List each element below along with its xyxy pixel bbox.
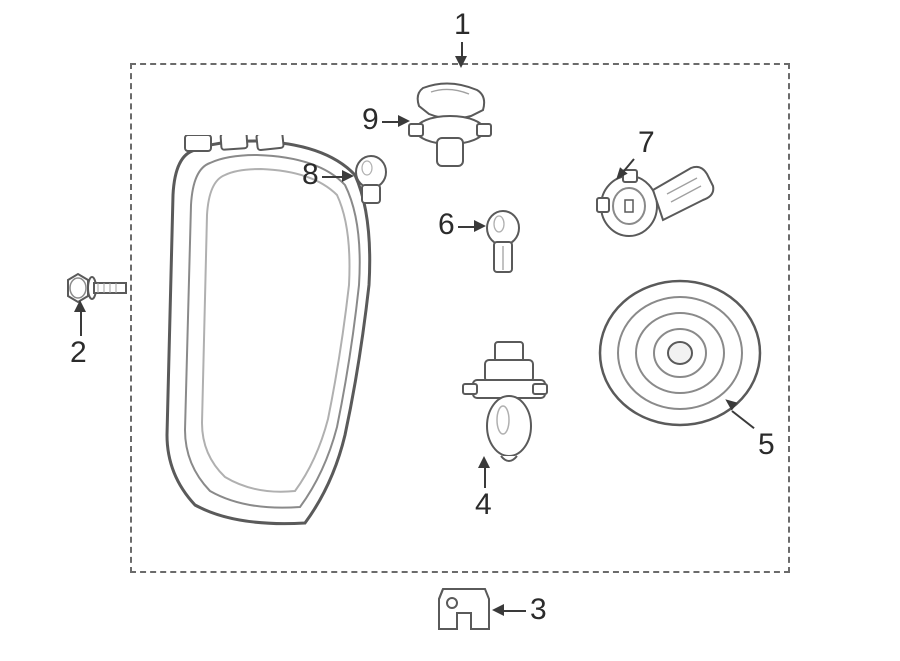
- arrow-2: [74, 300, 86, 312]
- small-bulb: [350, 155, 392, 207]
- arrow-8: [342, 170, 354, 182]
- headlamp-bulb: [455, 340, 555, 470]
- callout-3: 3: [530, 595, 547, 625]
- callout-4: 4: [475, 490, 492, 520]
- arrow-1: [455, 56, 467, 68]
- callout-8: 8: [302, 160, 319, 190]
- callout-5: 5: [758, 430, 775, 460]
- dust-cover-seal: [595, 275, 765, 430]
- callout-2: 2: [70, 338, 87, 368]
- callout-1: 1: [454, 10, 471, 40]
- callout-9: 9: [362, 105, 379, 135]
- arrow-9: [398, 115, 410, 127]
- arrow-3: [492, 604, 504, 616]
- leader-4: [484, 466, 486, 488]
- leader-8: [322, 176, 344, 178]
- diagram-stage: 1 2 3 4 5 6 7 8 9: [0, 0, 900, 661]
- bulb-socket: [595, 150, 715, 245]
- wedge-bulb: [480, 210, 526, 280]
- leader-3: [502, 610, 526, 612]
- leader-2: [80, 310, 82, 336]
- retainer-clip: [435, 583, 493, 635]
- arrow-6: [474, 220, 486, 232]
- callout-7: 7: [638, 128, 655, 158]
- turn-signal-socket: [395, 82, 505, 172]
- mounting-bolt: [62, 270, 132, 306]
- callout-6: 6: [438, 210, 455, 240]
- arrow-4: [478, 456, 490, 468]
